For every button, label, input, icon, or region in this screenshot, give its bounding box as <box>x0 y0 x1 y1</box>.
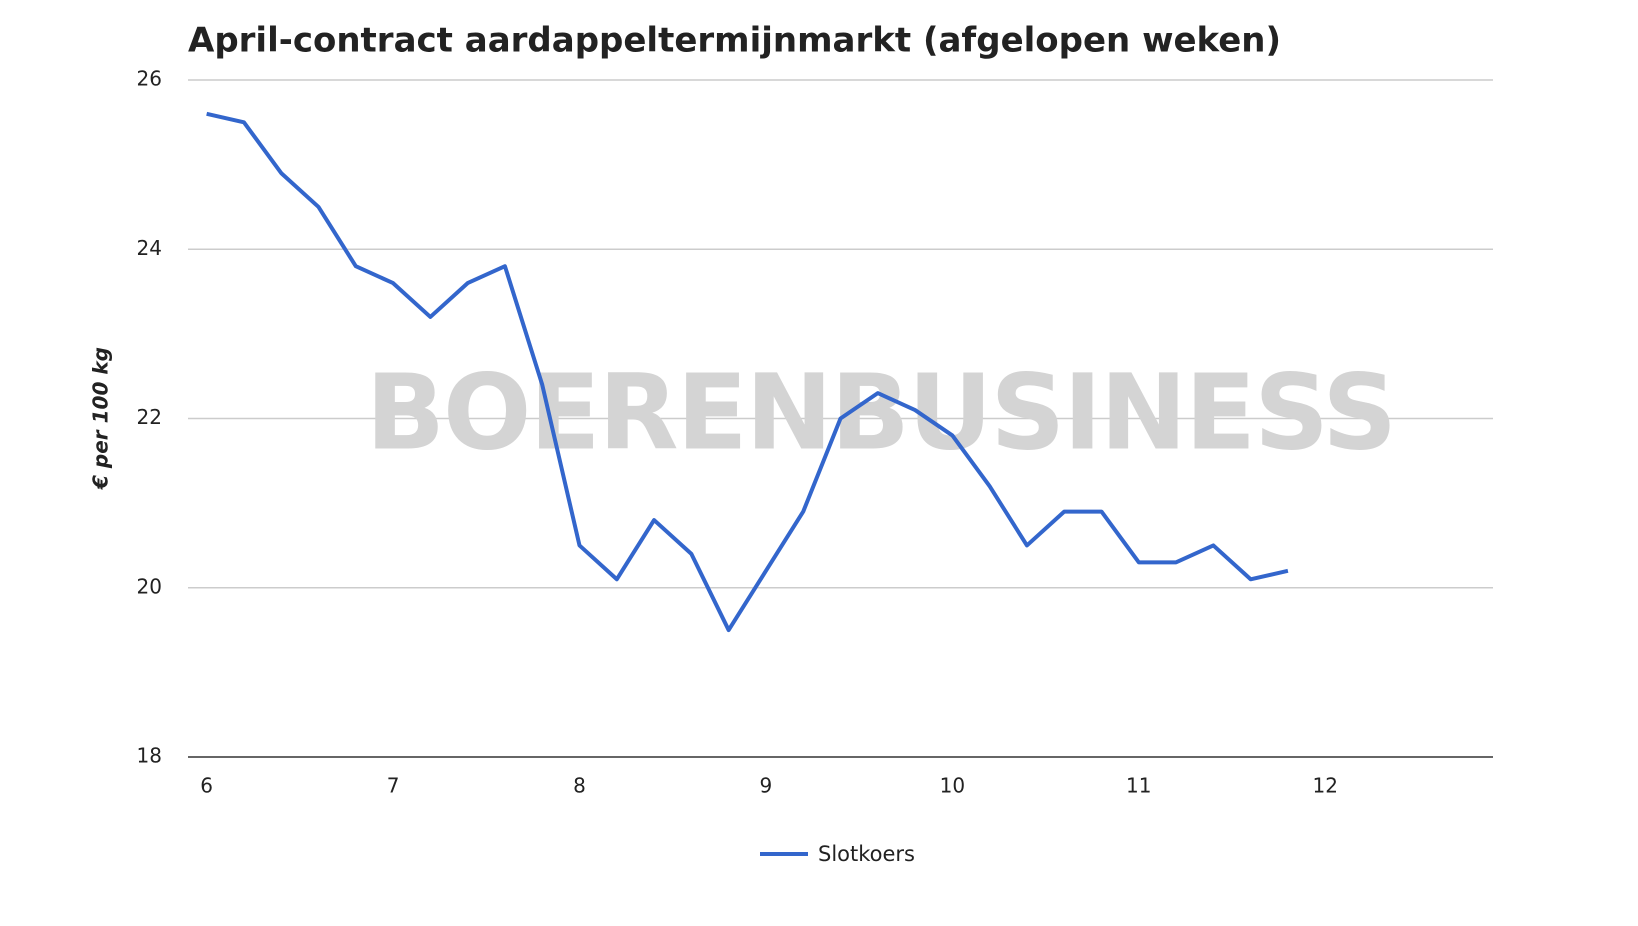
y-tick-label: 22 <box>137 405 162 429</box>
y-tick-label: 20 <box>137 574 162 598</box>
y-tick-label: 26 <box>137 67 162 91</box>
y-axis-label: € per 100 kg <box>89 347 113 490</box>
line-series <box>206 111 1289 633</box>
legend-label: Slotkoers <box>818 842 915 866</box>
chart-title: April-contract aardappeltermijnmarkt (af… <box>188 21 1281 61</box>
x-tick-label: 6 <box>200 774 213 798</box>
x-tick-label: 8 <box>573 774 586 798</box>
x-tick-label: 10 <box>940 774 965 798</box>
x-tick-label: 11 <box>1126 774 1151 798</box>
x-tick-label: 7 <box>387 774 400 798</box>
watermark: BOERENBUSINESS <box>366 351 1395 473</box>
x-tick-label: 9 <box>760 774 773 798</box>
y-tick-label: 18 <box>137 744 162 768</box>
y-tick-label: 24 <box>137 236 162 260</box>
x-tick-label: 12 <box>1312 774 1337 798</box>
